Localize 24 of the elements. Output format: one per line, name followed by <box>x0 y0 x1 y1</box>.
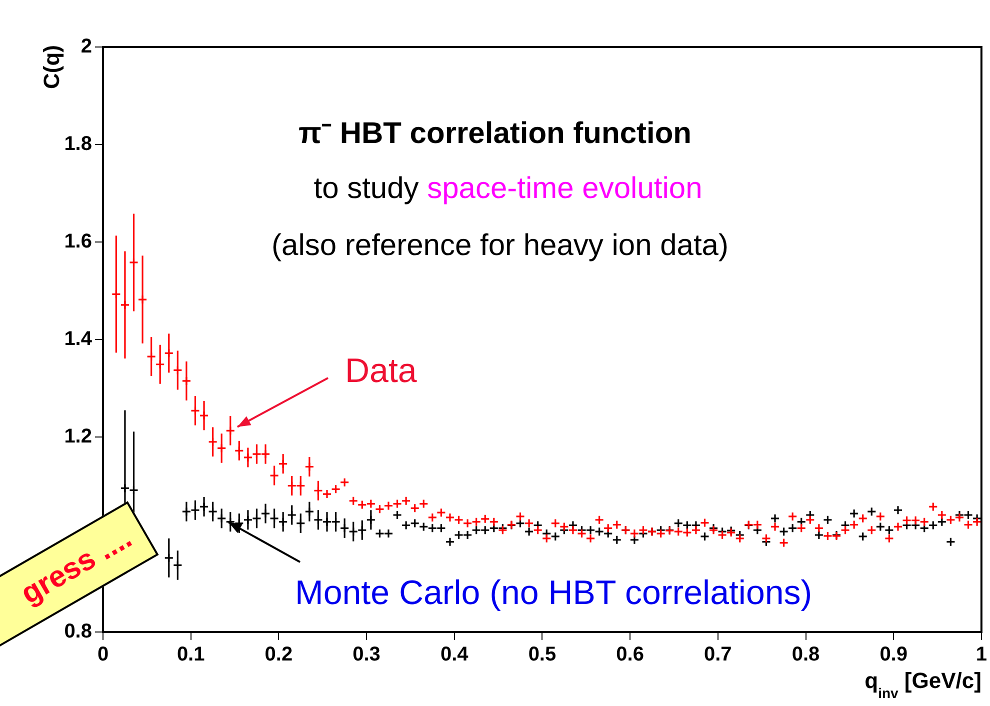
text: π⁻ HBT correlation function <box>298 117 692 150</box>
y-tick-label: 1.6 <box>64 230 92 253</box>
annotation: Data <box>345 352 417 390</box>
x-tick-label: 0.7 <box>704 644 732 666</box>
x-tick-label: 0.6 <box>616 644 644 666</box>
x-tick-label: 0.5 <box>528 644 556 666</box>
annotation: to study <box>314 172 419 205</box>
x-tick-label: 0.2 <box>264 644 293 666</box>
annotation: Monte Carlo (no HBT correlations) <box>295 574 812 612</box>
annotation: space-time evolution <box>427 172 702 205</box>
x-tick-label: 0.9 <box>880 644 908 666</box>
y-tick-label: 1.4 <box>64 328 93 350</box>
x-tick-label: 0 <box>97 644 109 666</box>
x-tick-label: 0.1 <box>176 644 205 666</box>
y-tick-label: 2 <box>80 36 92 58</box>
y-tick-label: 0.8 <box>64 620 92 643</box>
x-tick-label: 0.8 <box>792 644 820 666</box>
x-tick-label: 0.4 <box>440 644 470 666</box>
y-tick-label: 1.8 <box>64 133 92 156</box>
x-tick-label: 0.3 <box>352 644 380 666</box>
y-axis-title: C(q) <box>39 45 64 89</box>
x-tick-label: 1 <box>976 644 987 666</box>
y-tick-label: 1.2 <box>64 426 92 448</box>
annotation: (also reference for heavy ion data) <box>272 229 728 262</box>
